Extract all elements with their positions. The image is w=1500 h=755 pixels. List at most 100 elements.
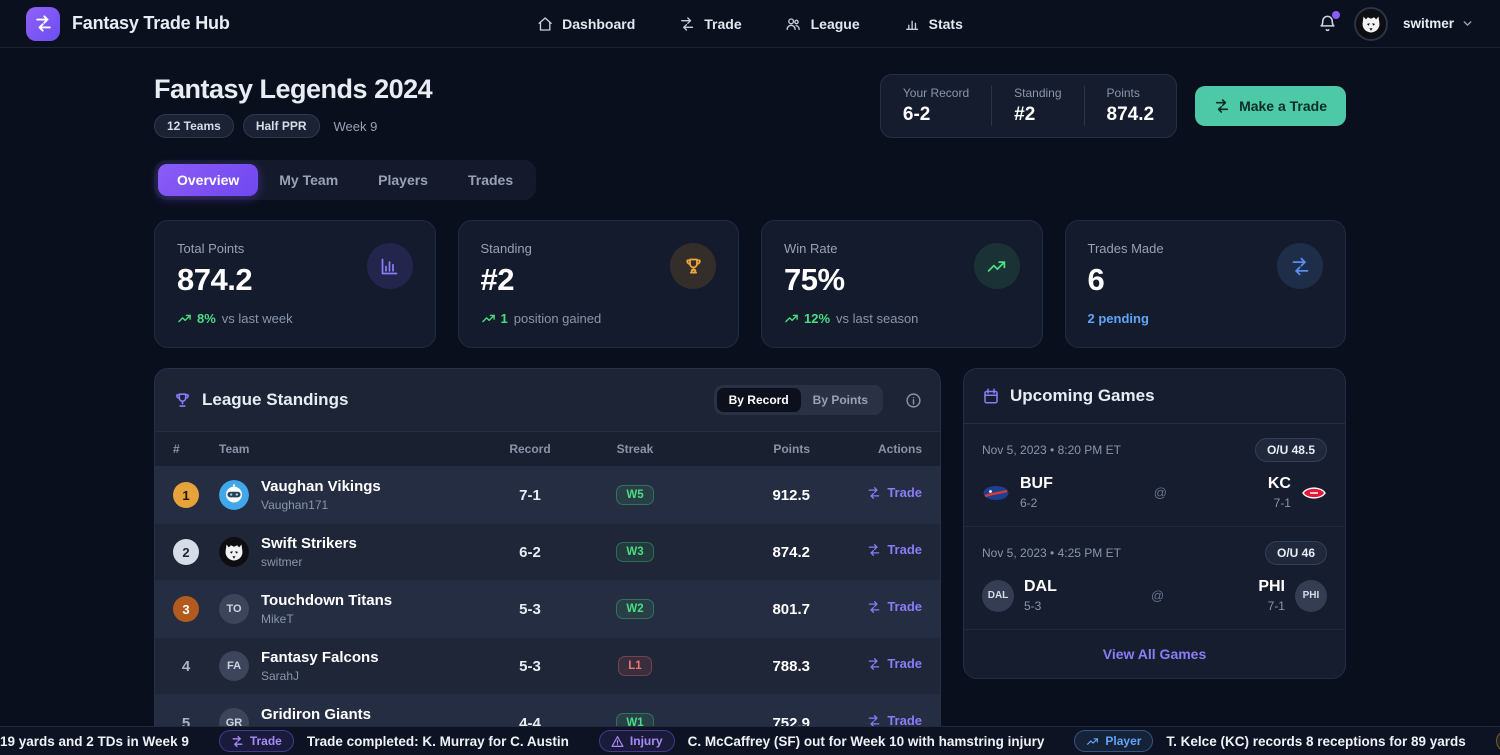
col-streak-header: Streak [616,442,654,456]
table-row[interactable]: 3 TO Touchdown Titans MikeT 5-3 W2 801.7… [155,581,940,638]
tab-overview[interactable]: Overview [158,164,259,196]
swap-arrows-icon [1214,98,1230,114]
view-tabs: Overview My Team Players Trades [154,160,537,200]
games-title: Upcoming Games [1010,386,1155,405]
ticker-text: 19 yards and 2 TDs in Week 9 [0,733,189,749]
game-row[interactable]: Nov 5, 2023 • 4:25 PM ET O/U 46 DAL DAL … [964,527,1345,630]
swap-arrows-icon [231,735,244,748]
team-avatar [219,480,249,510]
trade-action-button[interactable]: Trade [867,713,922,728]
team-owner: Vaughan171 [261,498,329,512]
record-summary-card: Your Record 6-2 Standing #2 Points 874.2 [879,74,1178,138]
swap-arrows-icon [1277,243,1323,289]
table-row[interactable]: 1 Vaughan Vikings Vaughan171 7-1 W5 912.… [155,467,940,524]
stat-value: 874.2 [177,262,253,297]
trade-action-button[interactable]: Trade [867,599,922,614]
stat-card-trades-made: Trades Made 6 2 pending [1064,220,1346,348]
at-symbol: @ [1153,485,1167,500]
stats-row: Total Points 874.2 8% vs last week Stand… [154,220,1346,348]
trending-up-icon [784,311,799,326]
stat-value: 6 [1087,262,1105,297]
team-points: 912.5 [772,486,810,504]
table-row[interactable]: 2 Swift Strikers switmer 6-2 W3 874.2 Tr… [155,524,940,581]
trade-action-button[interactable]: Trade [867,542,922,557]
game-datetime: Nov 5, 2023 • 4:25 PM ET [982,546,1121,560]
swap-arrows-icon [867,657,881,671]
team-record: 7-1 [519,486,541,504]
team-points: 788.3 [772,657,810,675]
toggle-by-points[interactable]: By Points [812,393,868,407]
trending-up-icon [1086,735,1099,748]
stat-card-total-points: Total Points 874.2 8% vs last week [154,220,436,348]
badge-label: Trade [249,734,282,748]
rank-badge: 3 [173,596,199,622]
team-name: Gridiron Giants [261,706,372,723]
user-avatar[interactable] [1353,6,1388,41]
team-logo-kc [1301,483,1327,503]
trade-label: Trade [887,656,922,672]
toggle-by-record[interactable]: By Record [716,388,801,412]
trade-action-button[interactable]: Trade [867,656,922,671]
league-header: Fantasy Legends 2024 12 Teams Half PPR W… [154,74,1346,138]
make-a-trade-button[interactable]: Make a Trade [1195,86,1346,126]
col-actions-header: Actions [877,442,922,456]
col-team-header: Team [219,442,250,456]
away-abbr: BUF [1020,475,1053,492]
info-icon[interactable] [905,392,922,409]
home-record: 7-1 [1273,496,1291,510]
home-record: 7-1 [1267,599,1285,613]
tab-players[interactable]: Players [378,172,428,188]
tab-trades[interactable]: Trades [467,172,514,188]
ticker-waiver-badge[interactable]: Waiver [1495,730,1500,752]
col-points-header: Points [773,442,810,456]
standings-table-header: # Team Record Streak Points Actions [155,431,940,467]
stat-value: 75% [784,262,845,297]
league-standings-panel: League Standings By Record By Points # T… [154,368,941,753]
scoring-badge: Half PPR [242,114,320,138]
stat-note: vs last season [836,311,919,326]
swap-arrows-icon [867,600,881,614]
stat-note: position gained [513,311,602,326]
user-menu[interactable]: switmer [1403,16,1474,31]
trending-up-icon [481,311,496,326]
ticker-trade-badge[interactable]: Trade [218,730,294,752]
standing-value: #2 [1014,104,1036,125]
team-points: 874.2 [772,543,810,561]
nav-item-dashboard[interactable]: Dashboard [537,16,635,32]
stat-delta: 8% [197,311,216,326]
view-all-games-link[interactable]: View All Games [1102,646,1207,662]
stat-note-pending: 2 pending [1087,311,1149,326]
col-record-header: Record [509,442,551,456]
app-title: Fantasy Trade Hub [72,13,230,33]
team-logo-buf [982,483,1010,503]
cta-label: Make a Trade [1239,98,1327,114]
nav-item-trade[interactable]: Trade [679,16,742,32]
ticker-text: C. McCaffrey (SF) out for Week 10 with h… [687,733,1045,749]
stat-label: Standing [480,241,532,256]
ticker-injury-badge[interactable]: Injury [598,730,675,752]
nav-item-stats[interactable]: Stats [904,16,963,32]
swap-arrows-icon [679,16,695,32]
away-record: 6-2 [1020,496,1038,510]
game-row[interactable]: Nov 5, 2023 • 8:20 PM ET O/U 48.5 BUF 6-… [964,424,1345,527]
trade-label: Trade [887,713,922,729]
tab-my-team[interactable]: My Team [279,172,339,188]
col-rank-header: # [173,442,180,456]
team-owner: switmer [261,555,303,569]
ticker-player-badge[interactable]: Player [1074,730,1154,752]
trade-action-button[interactable]: Trade [867,485,922,500]
team-avatar: TO [219,594,249,624]
team-owner: SarahJ [261,669,300,683]
team-logo-phi: PHI [1294,579,1327,612]
table-row[interactable]: 4 FA Fantasy Falcons SarahJ 5-3 L1 788.3… [155,638,940,695]
app-logo[interactable] [26,6,60,41]
nav-item-league[interactable]: League [786,16,860,32]
team-record: 5-3 [519,600,541,618]
trade-label: Trade [887,599,922,615]
news-ticker: 19 yards and 2 TDs in Week 9 Trade Trade… [0,726,1500,755]
notifications-button[interactable] [1316,11,1340,35]
away-record: 5-3 [1024,599,1042,613]
notification-dot [1331,11,1340,19]
page-title: Fantasy Legends 2024 [154,74,433,104]
over-under-badge: O/U 46 [1264,541,1327,565]
